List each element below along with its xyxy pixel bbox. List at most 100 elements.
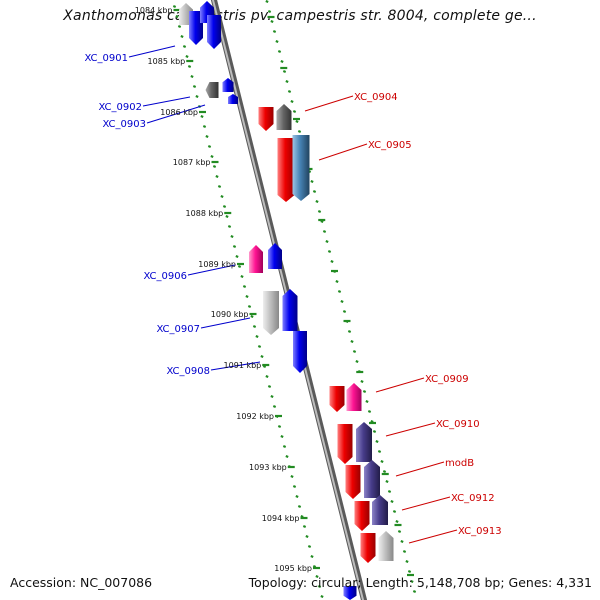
kbp-label: 1092 kbp <box>236 412 274 421</box>
ruler-left-tick <box>235 254 239 259</box>
gene-arrow-shape <box>205 82 219 98</box>
gene-arrow-shape <box>372 495 388 525</box>
ruler-right-tick <box>275 39 279 44</box>
gene-arrow-shape <box>263 291 279 335</box>
ruler-left-tick <box>205 134 209 139</box>
gene-arrow-shape <box>207 15 221 49</box>
gene-arrow-red <box>329 386 345 412</box>
gene-arrow-shape <box>292 135 310 201</box>
ruler-left-tick <box>175 14 179 19</box>
ruler-right-tick <box>410 579 414 584</box>
ruler-left-tick <box>297 504 302 509</box>
kbp-ruler-ticks <box>172 0 417 600</box>
genome-summary-text: Topology: circular; Length: 5,148,708 bp… <box>248 575 592 590</box>
gene-arrow-shape <box>293 331 307 373</box>
callout-line <box>128 45 176 58</box>
ruler-right-tick <box>340 299 344 304</box>
gene-arrow-red <box>345 465 361 499</box>
gene-arrow-red <box>360 533 376 563</box>
ruler-left-tick <box>317 584 322 589</box>
ruler-right-tick <box>390 499 394 504</box>
ruler-left-tick <box>307 544 312 549</box>
ruler-left-tick <box>250 314 254 319</box>
ruler-right-tick <box>287 89 292 94</box>
ruler-left-tick <box>277 424 282 429</box>
kbp-label: 1086 kbp <box>160 108 198 117</box>
ruler-right-tick <box>272 29 277 34</box>
gene-arrow-blue <box>228 94 238 104</box>
ruler-left-tick <box>315 574 319 579</box>
kbp-label: 1094 kbp <box>262 514 300 523</box>
ruler-right-tick <box>295 119 299 124</box>
ruler-right-tick <box>347 329 352 334</box>
ruler-right-tick <box>397 529 402 534</box>
callout-line <box>375 377 425 393</box>
ruler-left-tick <box>272 404 277 409</box>
gene-label-right: XC_0904 <box>354 92 398 103</box>
gene-label-left: XC_0902 <box>98 102 142 113</box>
ruler-right-tick <box>265 0 269 4</box>
callout-line <box>142 96 191 107</box>
ruler-left-tick <box>195 94 199 99</box>
ruler-right-tick <box>387 489 392 494</box>
gene-label-right: XC_0909 <box>425 374 469 385</box>
gene-arrow-shape <box>337 424 353 464</box>
callout-line <box>318 143 368 161</box>
ruler-right-tick <box>402 549 407 554</box>
ruler-left-tick <box>240 274 244 279</box>
gene-label-right: XC_0912 <box>451 493 495 504</box>
gene-arrow-shape <box>189 11 203 45</box>
ruler-right-tick <box>350 339 354 344</box>
gene-arrow-red <box>277 138 295 202</box>
gene-arrow-gray <box>378 531 394 561</box>
gene-arrow-blue <box>282 289 298 331</box>
ruler-right-tick <box>327 249 332 254</box>
gene-arrow-red <box>258 107 274 131</box>
ruler-right-tick <box>337 289 342 294</box>
ruler-left-tick <box>247 304 252 309</box>
ruler-right-tick <box>320 219 324 224</box>
kbp-label: 1085 kbp <box>148 57 186 66</box>
ruler-right-tick <box>355 359 359 364</box>
gene-arrow-blue <box>222 78 234 92</box>
ruler-right-tick <box>282 69 287 74</box>
gene-arrow-shape <box>356 422 372 462</box>
callout-line <box>210 361 261 371</box>
gene-label-right: modB <box>445 458 474 469</box>
ruler-right-tick <box>280 59 284 64</box>
ruler-right-tick <box>375 439 379 444</box>
ruler-left-tick <box>290 474 294 479</box>
ruler-right-tick <box>377 449 382 454</box>
gene-arrow-shape <box>345 465 361 499</box>
ruler-left-tick <box>270 394 274 399</box>
gene-arrow-purple <box>356 422 372 462</box>
callout-line <box>146 104 206 124</box>
gene-arrow-shape <box>378 531 394 561</box>
ruler-right-tick <box>277 49 282 54</box>
ruler-left-tick <box>172 4 177 9</box>
ruler-left-tick <box>177 24 182 29</box>
kbp-label: 1090 kbp <box>211 310 249 319</box>
gene-arrow-purple <box>372 495 388 525</box>
gene-label-right: XC_0905 <box>368 140 412 151</box>
gene-arrow-shape <box>329 386 345 412</box>
ruler-left-tick <box>310 554 314 559</box>
gene-arrow-red <box>337 424 353 464</box>
ruler-left-tick <box>262 364 267 369</box>
ruler-right-tick <box>392 509 397 514</box>
gene-label-right: XC_0913 <box>458 526 502 537</box>
ruler-right-tick <box>315 199 319 204</box>
ruler-left-tick <box>285 454 289 459</box>
callout-line <box>200 317 251 329</box>
ruler-left-tick <box>257 344 262 349</box>
ruler-right-tick <box>285 79 289 84</box>
ruler-right-tick <box>380 459 384 464</box>
ruler-right-tick <box>297 129 302 134</box>
gene-arrow-blue <box>268 243 282 269</box>
gene-arrow-shape <box>222 78 234 92</box>
gene-arrow-steelblue <box>292 135 310 201</box>
gene-arrow-blue <box>207 15 221 49</box>
ruler-left-tick <box>190 74 194 79</box>
